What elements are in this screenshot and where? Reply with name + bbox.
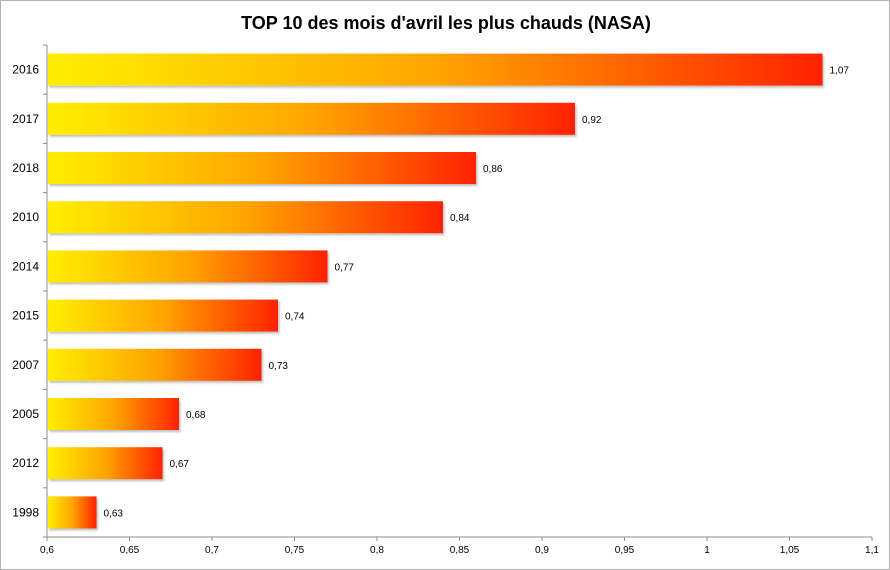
bar-2015 bbox=[48, 299, 278, 332]
x-tick-label: 1 bbox=[704, 545, 710, 556]
bar-2016 bbox=[48, 53, 823, 86]
x-tick-label: 0,95 bbox=[615, 545, 635, 556]
data-label-2015: 0,74 bbox=[285, 312, 305, 323]
bar-2010 bbox=[48, 201, 443, 234]
category-label-2014: 2014 bbox=[12, 259, 39, 273]
x-tick-label: 1,1 bbox=[865, 545, 879, 556]
data-label-2018: 0,86 bbox=[483, 164, 503, 175]
data-label-2010: 0,84 bbox=[450, 213, 470, 224]
chart-title: TOP 10 des mois d'avril les plus chauds … bbox=[241, 13, 651, 33]
x-tick-label: 0,7 bbox=[205, 545, 219, 556]
bar-2017 bbox=[48, 102, 575, 135]
data-label-2016: 1,07 bbox=[830, 66, 850, 77]
x-tick-label: 0,65 bbox=[120, 545, 140, 556]
x-tick-label: 0,8 bbox=[370, 545, 384, 556]
data-label-2007: 0,73 bbox=[269, 361, 289, 372]
category-label-2005: 2005 bbox=[12, 407, 39, 421]
data-label-1998: 0,63 bbox=[104, 508, 124, 519]
data-label-2017: 0,92 bbox=[582, 115, 602, 126]
x-tick-label: 0,6 bbox=[40, 545, 54, 556]
bars-layer: 1,07 0,92 0,86 0,84 0,77 0,74 0,73 0,68 0,67 0,63 bbox=[48, 53, 850, 529]
category-label-2012: 2012 bbox=[12, 456, 39, 470]
x-tick-label: 1,05 bbox=[780, 545, 800, 556]
category-label-2007: 2007 bbox=[12, 358, 39, 372]
bar-2005 bbox=[48, 398, 179, 430]
category-label-2015: 2015 bbox=[12, 309, 39, 323]
category-label-2016: 2016 bbox=[12, 63, 39, 77]
category-label-1998: 1998 bbox=[12, 505, 39, 519]
data-label-2005: 0,68 bbox=[186, 410, 206, 421]
x-tick-label: 0,75 bbox=[285, 545, 305, 556]
bar-2018 bbox=[48, 152, 476, 184]
data-label-2012: 0,67 bbox=[170, 459, 190, 470]
x-tick-label: 0,85 bbox=[450, 545, 470, 556]
category-label-2010: 2010 bbox=[12, 210, 39, 224]
category-label-2018: 2018 bbox=[12, 161, 39, 175]
x-tick-label: 0,9 bbox=[535, 545, 549, 556]
data-label-2014: 0,77 bbox=[335, 262, 355, 273]
bar-2014 bbox=[48, 250, 328, 283]
bar-2007 bbox=[48, 348, 262, 381]
axis-layer: 2016 2017 2018 2010 2014 2015 2007 2005 2012 1998… bbox=[12, 44, 879, 556]
bar-2012 bbox=[48, 447, 163, 480]
category-label-2017: 2017 bbox=[12, 112, 39, 126]
bar-1998 bbox=[48, 496, 97, 529]
